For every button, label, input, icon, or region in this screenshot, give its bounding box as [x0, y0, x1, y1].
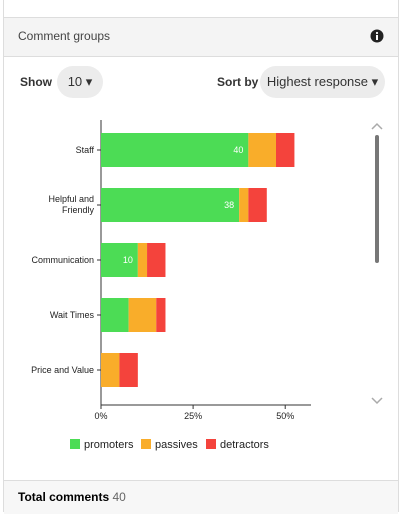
y-tick-label: Wait Times — [49, 309, 94, 320]
legend-swatch — [206, 439, 216, 449]
panel-header: Comment groups — [4, 17, 398, 57]
legend-label: promoters — [84, 439, 134, 451]
x-tick-label: 25% — [184, 411, 202, 421]
scroll-down[interactable] — [371, 397, 383, 405]
bar-segment — [128, 298, 157, 332]
y-tick-label: Staff — [75, 144, 94, 155]
bar-segment — [101, 353, 120, 387]
info-icon[interactable] — [370, 29, 384, 43]
bar-segment — [239, 188, 249, 222]
chart: 0% 25% 50% 40 38 10 promoters passives detractor… — [70, 120, 383, 451]
y-tick-label: Price and Value — [31, 364, 94, 375]
sort-label: Sort by — [217, 75, 259, 89]
show-value: 10 — [67, 74, 83, 89]
bar-segment — [101, 133, 249, 167]
panel — [3, 0, 399, 512]
show-label: Show — [20, 75, 52, 89]
bar-segment — [248, 188, 267, 222]
x-tick-label: 50% — [276, 411, 294, 421]
total-value: 40 — [112, 490, 126, 504]
bar-segment — [156, 298, 166, 332]
bar-segment — [101, 298, 129, 332]
data-label: 10 — [123, 255, 133, 265]
bar-segment — [276, 133, 295, 167]
data-label: 40 — [233, 145, 243, 155]
show-dropdown[interactable]: 10 ▾ — [57, 66, 103, 98]
total-label: Total comments — [18, 490, 110, 504]
scroll-up[interactable] — [371, 122, 383, 130]
sort-value: Highest response — [266, 74, 369, 89]
y-tick-label: Helpful and Friendly — [48, 194, 94, 215]
panel-footer: Total comments 40 — [4, 480, 398, 514]
bar-segment — [101, 243, 138, 277]
panel-title: Comment groups — [18, 29, 111, 43]
legend-label: detractors — [220, 439, 269, 451]
bar-segment — [248, 133, 276, 167]
bar-segment — [137, 243, 148, 277]
bar-segment — [119, 353, 138, 387]
legend-swatch — [70, 439, 80, 449]
bar-segment — [147, 243, 166, 277]
sort-dropdown[interactable]: Highest response ▾ — [260, 66, 385, 98]
scroll-thumb[interactable] — [375, 135, 379, 263]
data-label: 38 — [224, 200, 234, 210]
bar-segment — [101, 188, 240, 222]
legend-swatch — [141, 439, 151, 449]
y-tick-label: Communication — [31, 254, 94, 265]
total-comments: Total comments 40 — [18, 490, 126, 504]
x-tick-label: 0% — [94, 411, 107, 421]
legend-label: passives — [155, 439, 198, 451]
